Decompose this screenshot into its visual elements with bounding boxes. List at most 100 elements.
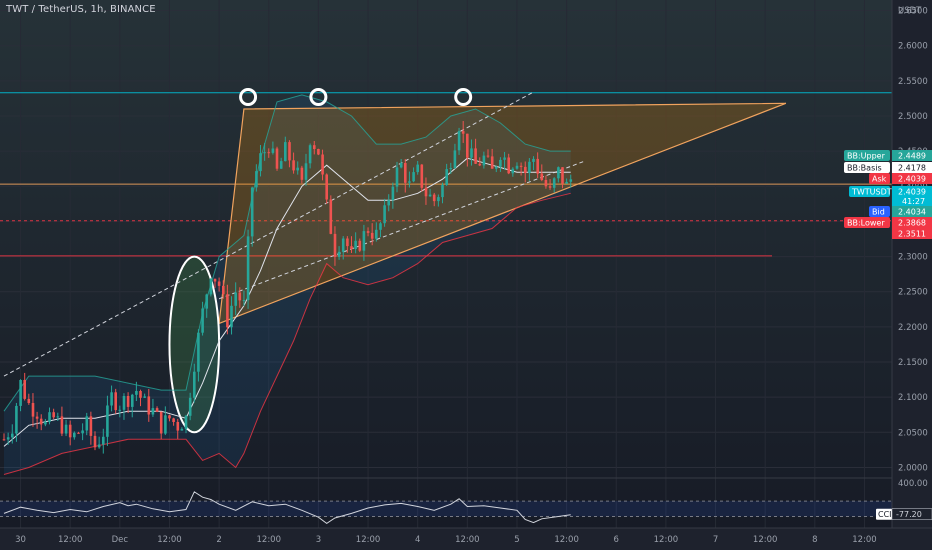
- candle-body: [358, 240, 362, 251]
- candle-body: [27, 398, 31, 403]
- candle-body: [317, 149, 320, 155]
- candle-body: [89, 416, 93, 436]
- time-tick-label: 8: [812, 535, 817, 545]
- bollinger-band-fill: [4, 94, 571, 475]
- candle-body: [486, 155, 490, 157]
- candle-body: [279, 161, 283, 169]
- price-tag-pill: [869, 206, 890, 217]
- candle-body: [404, 163, 407, 183]
- candle-body: [424, 187, 428, 197]
- candle-body: [201, 308, 204, 333]
- candle-body: [490, 156, 494, 169]
- candle-body: [155, 408, 159, 412]
- candle-body: [557, 167, 560, 179]
- candle-body: [437, 197, 440, 202]
- price-tag-value: 2.3868: [898, 219, 926, 228]
- price-tick-label: 2.5000: [898, 112, 928, 122]
- time-tick-label: 12:00: [455, 535, 480, 545]
- candle-body: [19, 380, 22, 406]
- candle-body: [391, 186, 395, 201]
- candle-body: [81, 430, 84, 434]
- cci-name-pill: [876, 508, 892, 520]
- time-tick-label: 3: [316, 535, 321, 545]
- candle-body: [250, 187, 254, 237]
- candle-body: [267, 152, 271, 154]
- candle-body: [35, 416, 39, 419]
- candle-body: [399, 163, 403, 168]
- price-tag-value: 2.4039: [898, 175, 926, 184]
- candle-body: [395, 167, 399, 187]
- candle-body: [552, 178, 556, 188]
- candle-body: [180, 428, 184, 431]
- candle-body: [102, 436, 105, 445]
- candle-body: [540, 173, 544, 180]
- candle-body: [466, 133, 469, 158]
- top-marker-circle: [454, 88, 473, 107]
- candle-body: [296, 167, 299, 171]
- price-tag-label: BB:Lower: [847, 219, 885, 228]
- candle-body: [288, 142, 291, 161]
- price-tag-value-box: [892, 186, 932, 206]
- candle-body: [354, 240, 357, 249]
- candle-body: [188, 397, 192, 416]
- candle-body: [548, 186, 552, 188]
- candle-body: [453, 150, 457, 168]
- candle-body: [445, 169, 448, 185]
- time-axis-background: [0, 528, 932, 550]
- time-tick-label: 4: [415, 535, 420, 545]
- candle-body: [168, 415, 171, 419]
- candle-body: [362, 231, 366, 251]
- candle-body: [213, 278, 217, 282]
- time-tick-label: 30: [15, 535, 26, 545]
- candle-body: [313, 145, 316, 149]
- candle-body: [482, 155, 486, 166]
- price-tag-value: 2.3511: [898, 230, 926, 239]
- candle-body: [205, 294, 208, 309]
- candle-body: [515, 165, 519, 169]
- candle-body: [511, 168, 515, 174]
- price-tick-label: 2.6500: [898, 7, 928, 17]
- cci-value-label: -77.20: [896, 510, 922, 519]
- price-tick-label: 2.0000: [898, 463, 928, 473]
- time-tick-label: 7: [713, 535, 718, 545]
- candle-body: [263, 152, 266, 154]
- price-tag-value-box: [892, 228, 932, 239]
- time-tick-label: 6: [614, 535, 619, 545]
- price-tag-pill: [844, 150, 890, 161]
- candle-body: [176, 422, 180, 431]
- top-marker-circle: [309, 88, 328, 107]
- price-tag-label: BB:Upper: [847, 152, 886, 161]
- candle-body: [97, 444, 101, 448]
- price-tag-pill: [844, 217, 890, 228]
- time-tick-label: 12:00: [157, 535, 182, 545]
- candle-body: [159, 411, 163, 434]
- price-tag-label: TWTUSDT: [851, 188, 892, 197]
- cci-value-box: [891, 508, 932, 520]
- time-tick-label: 5: [514, 535, 519, 545]
- candle-body: [110, 392, 113, 406]
- price-axis-unit: USDT: [898, 6, 922, 16]
- candle-body: [275, 148, 279, 169]
- price-tag-value: 2.4039: [898, 188, 926, 197]
- price-tick-label: 2.3000: [898, 253, 928, 263]
- bb-lower-line: [3, 192, 571, 475]
- candle-body: [478, 163, 482, 166]
- candle-body: [77, 432, 80, 434]
- candle-body: [370, 232, 374, 239]
- candle-body: [387, 200, 390, 206]
- time-tick-label: 12:00: [654, 535, 679, 545]
- price-tag-label: BB:Basis: [847, 164, 882, 173]
- candle-body: [135, 391, 138, 395]
- candle-body: [432, 194, 436, 202]
- candle-body: [528, 161, 531, 173]
- candle-body: [147, 396, 151, 415]
- time-tick-label: 12:00: [852, 535, 877, 545]
- candle-body: [122, 396, 126, 410]
- candle-body: [143, 396, 146, 398]
- candle-body: [321, 154, 324, 175]
- price-tag-value: 2.4489: [898, 152, 926, 161]
- candle-body: [242, 300, 246, 302]
- candle-body: [255, 171, 258, 188]
